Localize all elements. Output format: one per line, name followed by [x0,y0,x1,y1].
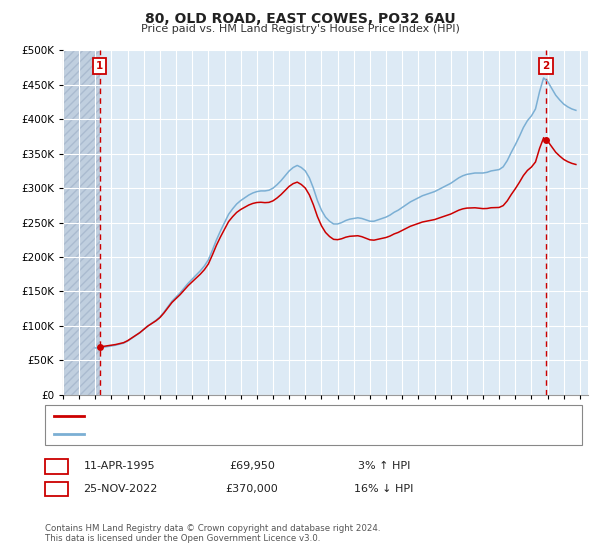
Text: Contains HM Land Registry data © Crown copyright and database right 2024.
This d: Contains HM Land Registry data © Crown c… [45,524,380,543]
Text: 2: 2 [53,484,60,494]
Text: 16% ↓ HPI: 16% ↓ HPI [355,484,413,494]
Text: 11-APR-1995: 11-APR-1995 [84,461,156,472]
Text: 25-NOV-2022: 25-NOV-2022 [83,484,157,494]
Text: 3% ↑ HPI: 3% ↑ HPI [358,461,410,472]
Text: 1: 1 [53,461,60,472]
Bar [63,50,100,395]
Text: 80, OLD ROAD, EAST COWES, PO32 6AU: 80, OLD ROAD, EAST COWES, PO32 6AU [145,12,455,26]
Text: 80, OLD ROAD, EAST COWES, PO32 6AU (detached house): 80, OLD ROAD, EAST COWES, PO32 6AU (deta… [90,411,395,421]
Text: £69,950: £69,950 [229,461,275,472]
Text: 1: 1 [96,61,103,71]
Text: 2: 2 [542,61,550,71]
Text: Price paid vs. HM Land Registry's House Price Index (HPI): Price paid vs. HM Land Registry's House … [140,24,460,34]
Text: HPI: Average price, detached house, Isle of Wight: HPI: Average price, detached house, Isle… [90,429,348,439]
Text: £370,000: £370,000 [226,484,278,494]
